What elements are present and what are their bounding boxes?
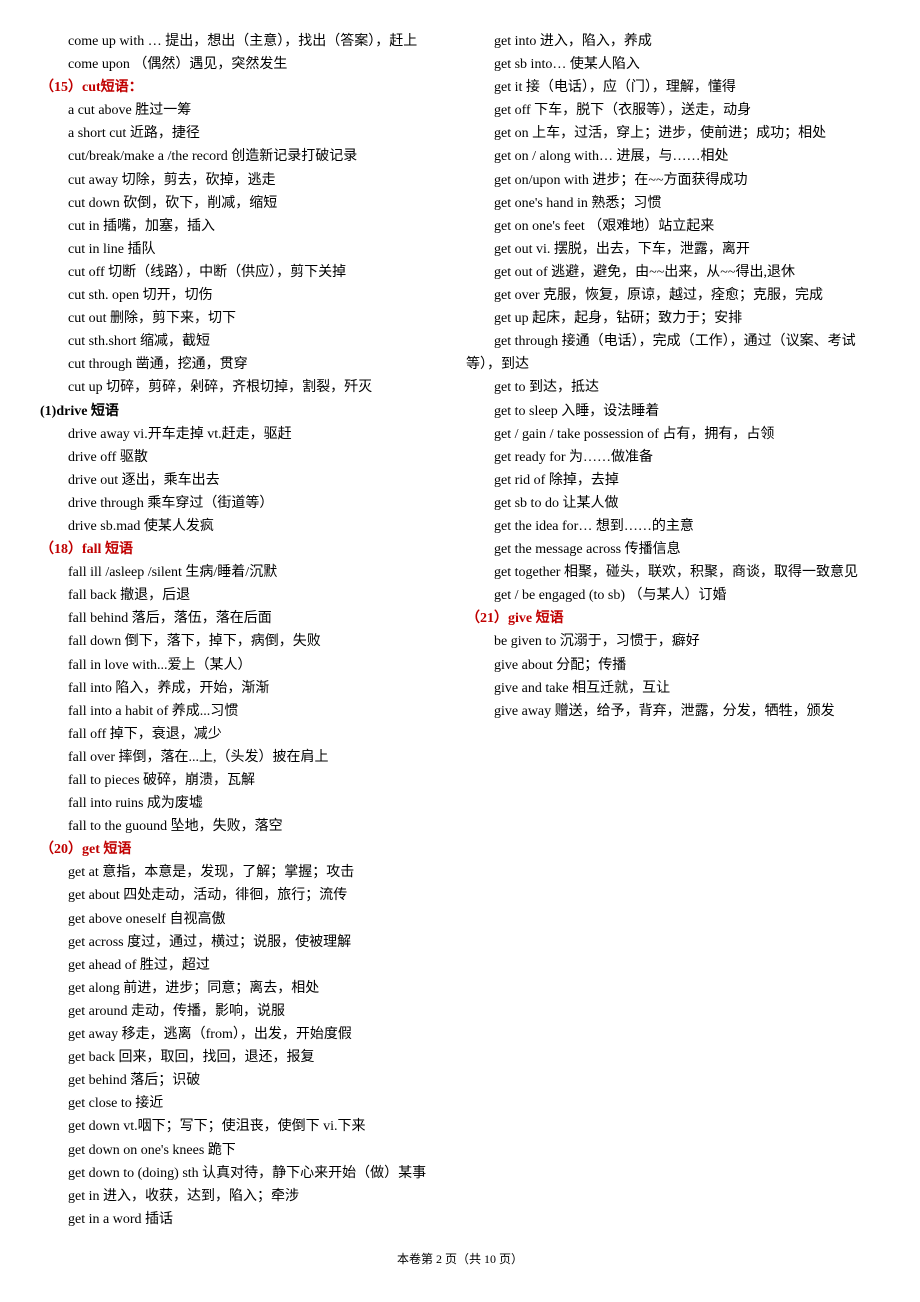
phrase-entry: get / gain / take possession of 占有，拥有，占领 [466,423,880,446]
phrase-entry: drive off 驱散 [40,446,454,469]
phrase-entry: get / be engaged (to sb) （与某人）订婚 [466,584,880,607]
phrase-entry: fall to pieces 破碎，崩溃，瓦解 [40,769,454,792]
phrase-entry: get through 接通（电话），完成（工作），通过（议案、考试等），到达 [466,330,880,376]
section-heading: （21）give 短语 [466,607,880,630]
section-heading: （15）cut短语： [40,76,454,99]
phrase-entry: get away 移走，逃离（from），出发，开始度假 [40,1023,454,1046]
phrase-entry: cut up 切碎，剪碎，剁碎，齐根切掉，割裂，歼灭 [40,376,454,399]
phrase-entry: get around 走动，传播，影响，说服 [40,1000,454,1023]
phrase-entry: get behind 落后；识破 [40,1069,454,1092]
phrase-entry: get along 前进，进步；同意；离去，相处 [40,977,454,1000]
phrase-entry: come upon （偶然）遇见，突然发生 [40,53,454,76]
phrase-entry: get to 到达，抵达 [466,376,880,399]
phrase-entry: get on 上车，过活，穿上；进步，使前进；成功；相处 [466,122,880,145]
section-heading: （20）get 短语 [40,838,454,861]
phrase-entry: get about 四处走动，活动，徘徊，旅行；流传 [40,884,454,907]
phrase-entry: give and take 相互迁就，互让 [466,677,880,700]
phrase-entry: drive away vi.开车走掉 vt.赶走，驱赶 [40,423,454,446]
phrase-entry: a short cut 近路，捷径 [40,122,454,145]
phrase-entry: get to sleep 入睡，设法睡着 [466,400,880,423]
phrase-entry: get one's hand in 熟悉；习惯 [466,192,880,215]
phrase-entry: fall into a habit of 养成...习惯 [40,700,454,723]
phrase-entry: cut sth.short 缩减，截短 [40,330,454,353]
phrase-entry: drive out 逐出，乘车出去 [40,469,454,492]
phrase-entry: get ready for 为……做准备 [466,446,880,469]
phrase-entry: cut away 切除，剪去，砍掉，逃走 [40,169,454,192]
phrase-entry: get rid of 除掉，去掉 [466,469,880,492]
section-heading: （18）fall 短语 [40,538,454,561]
phrase-entry: get over 克服，恢复，原谅，越过，痊愈；克服，完成 [466,284,880,307]
phrase-entry: get close to 接近 [40,1092,454,1115]
phrase-entry: get across 度过，通过，横过；说服，使被理解 [40,931,454,954]
phrase-entry: cut off 切断（线路），中断（供应），剪下关掉 [40,261,454,284]
phrase-entry: fall in love with...爱上（某人） [40,654,454,677]
phrase-entry: cut out 删除，剪下来，切下 [40,307,454,330]
phrase-entry: cut/break/make a /the record 创造新记录打破记录 [40,145,454,168]
phrase-entry: fall down 倒下，落下，掉下，病倒，失败 [40,630,454,653]
phrase-entry: drive sb.mad 使某人发疯 [40,515,454,538]
phrase-entry: fall off 掉下，衰退，减少 [40,723,454,746]
phrase-entry: get off 下车，脱下（衣服等），送走，动身 [466,99,880,122]
phrase-entry: get ahead of 胜过，超过 [40,954,454,977]
phrase-entry: cut in 插嘴，加塞，插入 [40,215,454,238]
phrase-entry: get out of 逃避，避免，由~~出来，从~~得出,退休 [466,261,880,284]
phrase-entry: get above oneself 自视高傲 [40,908,454,931]
phrase-entry: get into 进入，陷入，养成 [466,30,880,53]
phrase-entry: fall into 陷入，养成，开始，渐渐 [40,677,454,700]
phrase-entry: fall to the guound 坠地，失败，落空 [40,815,454,838]
phrase-entry: get the idea for… 想到……的主意 [466,515,880,538]
phrase-entry: cut down 砍倒，砍下，削减，缩短 [40,192,454,215]
phrase-entry: give away 赠送，给予，背弃，泄露，分发，牺牲，颁发 [466,700,880,723]
phrase-entry: fall into ruins 成为废墟 [40,792,454,815]
phrase-entry: fall behind 落后，落伍，落在后面 [40,607,454,630]
phrase-entry: get on / along with… 进展，与……相处 [466,145,880,168]
page-footer: 本卷第 2 页（共 10 页） [40,1250,880,1270]
phrase-entry: get sb to do 让某人做 [466,492,880,515]
phrase-entry: give about 分配；传播 [466,654,880,677]
phrase-entry: come up with … 提出，想出（主意），找出（答案），赶上 [40,30,454,53]
phrase-entry: get up 起床，起身，钻研；致力于；安排 [466,307,880,330]
phrase-entry: get down vt.咽下；写下；使沮丧，使倒下 vi.下来 [40,1115,454,1138]
phrase-entry: get out vi. 摆脱，出去，下车，泄露，离开 [466,238,880,261]
phrase-entry: a cut above 胜过一筹 [40,99,454,122]
phrase-entry: get on/upon with 进步；在~~方面获得成功 [466,169,880,192]
phrase-entry: get at 意指，本意是，发现，了解；掌握；攻击 [40,861,454,884]
phrase-entry: get on one's feet （艰难地）站立起来 [466,215,880,238]
phrase-entry: get in a word 插话 [40,1208,454,1231]
phrase-entry: get down on one's knees 跪下 [40,1139,454,1162]
phrase-entry: get together 相聚，碰头，联欢，积聚，商谈，取得一致意见 [466,561,880,584]
phrase-entry: cut in line 插队 [40,238,454,261]
phrase-entry: get it 接（电话），应（门），理解，懂得 [466,76,880,99]
content-columns: come up with … 提出，想出（主意），找出（答案），赶上come u… [40,30,880,1240]
phrase-entry: get down to (doing) sth 认真对待，静下心来开始（做）某事 [40,1162,454,1185]
phrase-entry: get in 进入，收获，达到，陷入；牵涉 [40,1185,454,1208]
phrase-entry: cut sth. open 切开，切伤 [40,284,454,307]
phrase-entry: get sb into… 使某人陷入 [466,53,880,76]
phrase-entry: cut through 凿通，挖通，贯穿 [40,353,454,376]
phrase-entry: fall ill /asleep /silent 生病/睡着/沉默 [40,561,454,584]
phrase-entry: get back 回来，取回，找回，退还，报复 [40,1046,454,1069]
section-heading: (1)drive 短语 [40,400,454,423]
phrase-entry: get the message across 传播信息 [466,538,880,561]
phrase-entry: drive through 乘车穿过（街道等） [40,492,454,515]
phrase-entry: fall over 摔倒，落在...上,（头发）披在肩上 [40,746,454,769]
phrase-entry: be given to 沉溺于，习惯于，癖好 [466,630,880,653]
phrase-entry: fall back 撤退，后退 [40,584,454,607]
